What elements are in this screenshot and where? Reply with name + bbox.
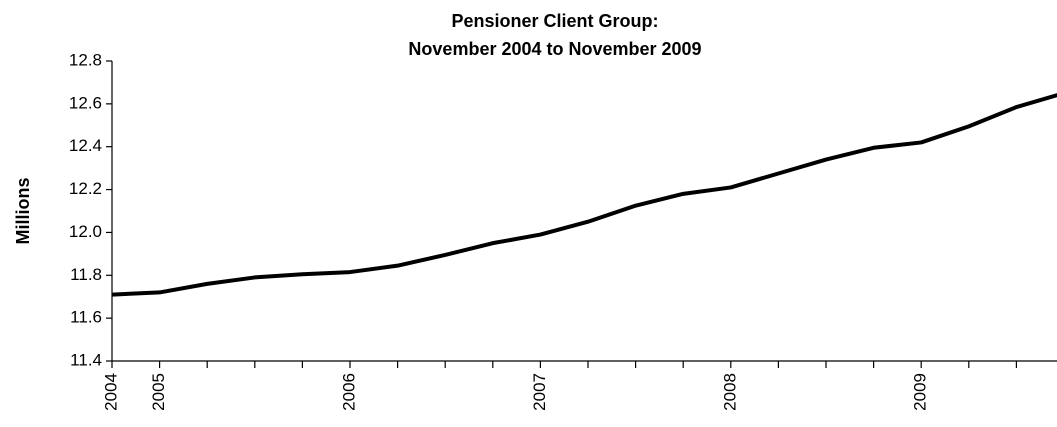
y-tick-label: 12.6 (69, 93, 102, 112)
y-tick-label: 12.4 (69, 136, 102, 155)
y-axis-label: Millions (13, 178, 33, 245)
y-tick-label: 12.2 (69, 179, 102, 198)
y-tick-label: 11.4 (70, 350, 102, 369)
chart-subtitle: November 2004 to November 2009 (408, 39, 701, 59)
x-tick-label: 2009 (911, 373, 930, 411)
x-tick-label: 2006 (339, 373, 358, 411)
y-tick-label: 12.0 (69, 222, 102, 241)
x-tick-label: 2005 (149, 373, 168, 411)
y-tick-label: 12.8 (69, 50, 102, 69)
x-tick-label: 2004 (101, 373, 120, 411)
x-tick-label: 2008 (720, 373, 739, 411)
chart-title: Pensioner Client Group: (451, 11, 658, 31)
x-tick-label: 2007 (530, 373, 549, 411)
y-tick-label: 11.6 (70, 308, 102, 327)
line (111, 93, 1057, 297)
y-tick-label: 11.8 (70, 265, 102, 284)
